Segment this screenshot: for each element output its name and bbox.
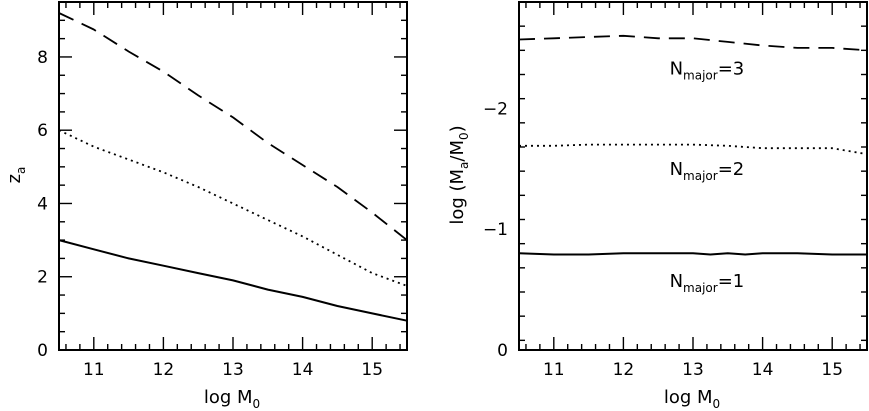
right-series-dotted [519, 143, 868, 156]
right-x-tick-label: 12 [613, 360, 635, 380]
annotation-n-major: Nmajor=2 [670, 159, 745, 183]
right-x-tick-label: 13 [682, 360, 704, 380]
right-x-tick-label: 11 [543, 360, 565, 380]
left-y-axis-title: za [4, 167, 28, 184]
left-y-tick-label: 4 [37, 194, 48, 214]
right-y-tick-label: −1 [483, 220, 508, 240]
right-x-axis-title: log M0 [664, 387, 720, 411]
left-x-tick-label: 11 [83, 360, 105, 380]
left-x-tick-label: 13 [222, 360, 244, 380]
right-x-tick-label: 14 [752, 360, 774, 380]
left-series-dotted [58, 129, 408, 287]
left-y-tick-label: 6 [37, 121, 48, 141]
right-x-tick-label: 15 [821, 360, 843, 380]
left-x-tick-label: 12 [153, 360, 175, 380]
left-series-solid [58, 239, 408, 322]
left-x-tick-label: 15 [361, 360, 383, 380]
left-x-tick-label: 14 [292, 360, 314, 380]
left-y-tick-label: 2 [37, 268, 48, 288]
right-series-dashed [518, 34, 868, 52]
left-series-dashed [58, 12, 408, 241]
left-x-axis-title: log M0 [204, 387, 260, 411]
right-y-tick-label: −2 [483, 99, 508, 119]
left-y-tick-label: 8 [37, 48, 48, 68]
annotation-n-major: Nmajor=1 [670, 271, 745, 295]
panel-right: 11 12 13 14 15 0 −1 −2 Nmajor=3 Nmajor=2 Nmajor=1 [483, 1, 868, 380]
annotation-n-major: Nmajor=3 [670, 59, 745, 83]
left-y-tick-label: 0 [37, 341, 48, 361]
panel-left: 11 12 13 14 15 0 2 4 6 8 [37, 1, 408, 380]
right-series-solid [518, 252, 867, 256]
left-plot-frame [58, 1, 408, 351]
right-y-tick-label: 0 [497, 341, 508, 361]
right-y-axis-title: log (Ma/M0) [447, 125, 471, 224]
